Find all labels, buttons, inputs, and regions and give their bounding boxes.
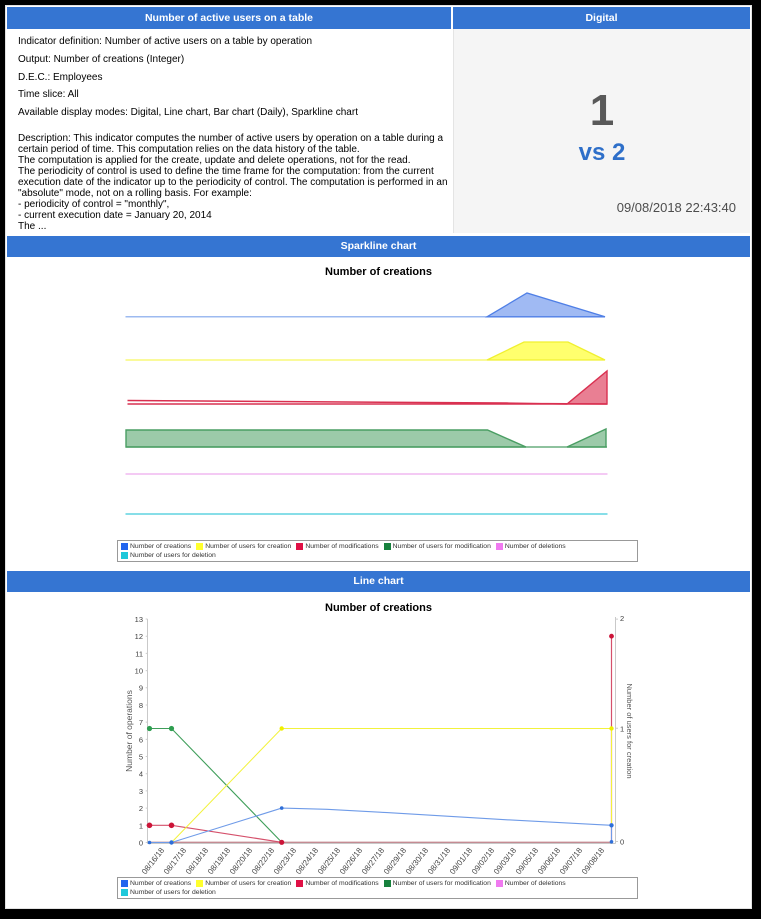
- svg-text:13: 13: [135, 615, 143, 624]
- svg-text:1: 1: [139, 821, 143, 830]
- svg-text:2: 2: [620, 614, 624, 623]
- svg-text:8: 8: [139, 701, 143, 710]
- svg-text:5: 5: [139, 753, 143, 762]
- svg-text:6: 6: [139, 735, 143, 744]
- svg-text:11: 11: [135, 649, 143, 658]
- svg-text:9: 9: [139, 684, 143, 693]
- svg-text:7: 7: [139, 718, 143, 727]
- svg-text:10: 10: [135, 667, 143, 676]
- svg-text:12: 12: [135, 632, 143, 641]
- svg-text:Number of users for creation: Number of users for creation: [625, 683, 634, 778]
- svg-text:0: 0: [620, 838, 624, 847]
- svg-text:0: 0: [139, 839, 143, 848]
- svg-text:2: 2: [139, 804, 143, 813]
- svg-text:Number of operations: Number of operations: [124, 690, 134, 772]
- svg-text:4: 4: [139, 770, 143, 779]
- svg-text:1: 1: [620, 724, 624, 733]
- svg-text:3: 3: [139, 787, 143, 796]
